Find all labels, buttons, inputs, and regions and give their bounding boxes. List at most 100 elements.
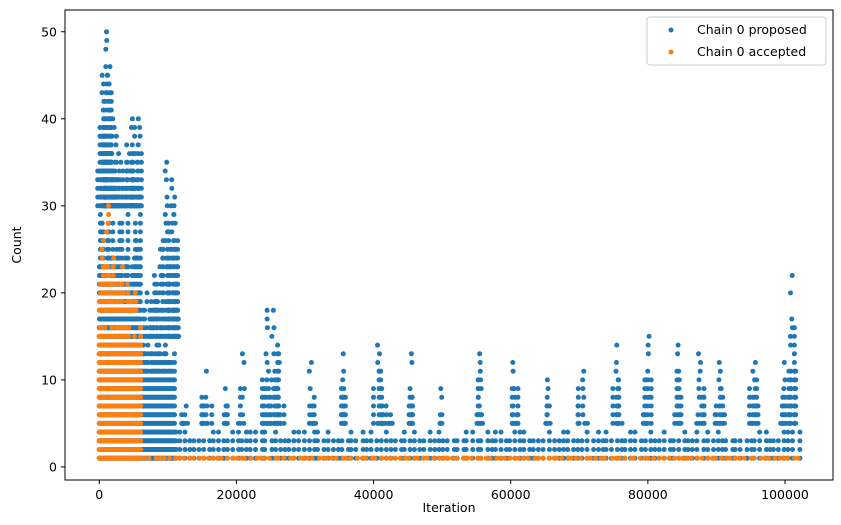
accepted-point: [218, 455, 224, 461]
proposed-point: [272, 368, 278, 374]
accepted-point: [617, 455, 623, 461]
proposed-point: [689, 447, 695, 452]
proposed-point: [137, 220, 143, 226]
proposed-point: [160, 307, 166, 313]
proposed-point: [521, 429, 527, 435]
proposed-point: [325, 447, 331, 452]
proposed-point: [116, 151, 122, 157]
proposed-point: [641, 412, 647, 418]
legend-marker-proposed: [668, 27, 674, 33]
proposed-point: [498, 447, 504, 452]
proposed-point: [135, 116, 141, 122]
accepted-point: [766, 455, 772, 461]
proposed-point: [744, 438, 750, 444]
proposed-point: [296, 438, 302, 444]
accepted-point: [384, 455, 389, 461]
accepted-point: [138, 420, 144, 426]
proposed-point: [209, 412, 215, 418]
accepted-point: [431, 455, 437, 461]
accepted-point: [445, 455, 451, 461]
proposed-point: [239, 447, 245, 452]
legend-label-accepted: Chain 0 accepted: [697, 44, 806, 59]
proposed-point: [169, 299, 175, 305]
proposed-point: [676, 386, 682, 392]
proposed-point: [507, 438, 513, 444]
proposed-point: [492, 438, 498, 444]
proposed-point: [281, 412, 287, 418]
accepted-point: [146, 455, 152, 461]
accepted-point: [291, 455, 297, 461]
proposed-point: [216, 429, 221, 435]
proposed-point: [470, 429, 476, 435]
proposed-point: [477, 360, 483, 365]
proposed-point: [137, 255, 143, 261]
proposed-point: [747, 394, 752, 400]
proposed-point: [187, 438, 193, 444]
proposed-point: [153, 333, 159, 339]
proposed-point: [273, 420, 279, 426]
proposed-point: [247, 447, 253, 452]
accepted-point: [525, 455, 531, 461]
proposed-point: [144, 299, 150, 305]
proposed-point: [154, 290, 160, 296]
proposed-point: [754, 403, 760, 409]
proposed-point: [196, 438, 202, 444]
proposed-point: [603, 447, 609, 452]
proposed-point: [790, 438, 795, 444]
proposed-point: [475, 377, 481, 383]
proposed-point: [125, 273, 131, 278]
x-tick-label: 80000: [628, 487, 668, 502]
proposed-point: [164, 194, 170, 200]
proposed-point: [165, 299, 171, 305]
proposed-point: [436, 429, 442, 435]
accepted-point: [546, 455, 552, 461]
legend-label-proposed: Chain 0 proposed: [697, 22, 807, 37]
proposed-point: [172, 220, 178, 226]
proposed-point: [685, 447, 691, 452]
proposed-point: [786, 377, 792, 383]
accepted-point: [540, 455, 546, 461]
accepted-point: [502, 455, 508, 461]
accepted-point: [128, 299, 134, 305]
proposed-point: [444, 447, 450, 452]
proposed-point: [237, 394, 243, 400]
proposed-point: [321, 447, 327, 452]
proposed-point: [138, 177, 144, 183]
proposed-point: [510, 420, 516, 426]
proposed-point: [720, 403, 726, 409]
proposed-point: [273, 429, 279, 435]
proposed-point: [715, 438, 721, 444]
proposed-point: [125, 229, 131, 235]
proposed-point: [411, 438, 417, 444]
proposed-point: [705, 438, 711, 444]
proposed-point: [125, 220, 131, 226]
proposed-point: [137, 125, 143, 130]
proposed-point: [610, 420, 616, 426]
proposed-point: [652, 438, 658, 444]
proposed-point: [530, 447, 536, 452]
proposed-point: [565, 447, 571, 452]
proposed-point: [119, 229, 125, 235]
proposed-point: [107, 64, 113, 70]
proposed-point: [705, 447, 711, 452]
plot-frame: [64, 9, 834, 481]
proposed-point: [110, 229, 116, 235]
proposed-point: [648, 429, 654, 435]
proposed-point: [360, 429, 366, 435]
proposed-point: [269, 438, 275, 444]
proposed-point: [153, 316, 159, 322]
accepted-point: [97, 307, 103, 313]
accepted-point: [181, 455, 187, 461]
proposed-point: [485, 429, 491, 435]
proposed-point: [521, 447, 527, 452]
proposed-point: [120, 177, 126, 183]
proposed-point: [579, 447, 585, 452]
proposed-point: [790, 429, 795, 435]
proposed-point: [475, 386, 481, 392]
proposed-point: [160, 281, 166, 287]
proposed-point: [108, 168, 114, 174]
proposed-point: [301, 429, 307, 435]
proposed-point: [791, 420, 797, 426]
proposed-point: [99, 72, 105, 78]
